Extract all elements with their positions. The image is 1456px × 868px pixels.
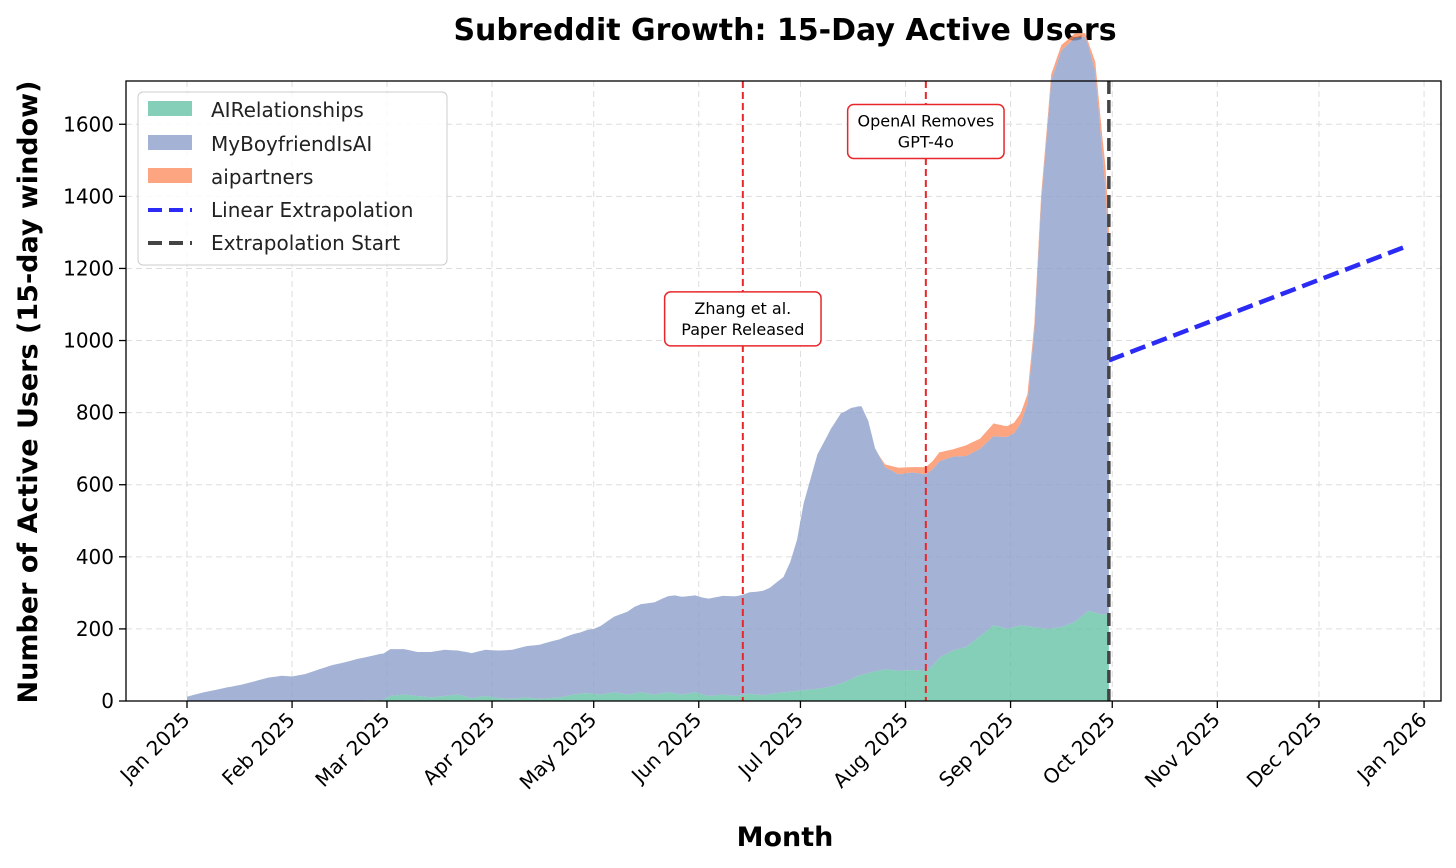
- event-annotation-2: OpenAI Removes GPT-4o: [846, 103, 1005, 160]
- legend-label-myboyfriendisai: MyBoyfriendIsAI: [211, 132, 372, 156]
- y-tick-label: 400: [76, 545, 114, 569]
- y-tick-label: 1000: [63, 329, 114, 353]
- area-airelationships: [187, 610, 1109, 701]
- event-lines: [741, 81, 927, 701]
- x-tick-label: Mar 2025: [310, 708, 394, 792]
- areas: [187, 33, 1109, 702]
- x-tick-label: Jan 2025: [114, 708, 195, 789]
- y-tick-label: 1400: [63, 184, 114, 208]
- linear-extrapolation-line: [1108, 243, 1408, 363]
- event-annotation-1: Zhang et al. Paper Released: [663, 291, 822, 347]
- legend-label-aipartners: aipartners: [211, 165, 313, 189]
- x-tick-label: Aug 2025: [828, 708, 913, 793]
- legend-swatch-airelationships: [148, 101, 192, 116]
- legend: AIRelationships MyBoyfriendIsAI aipartne…: [137, 91, 448, 266]
- x-tick-label: Jan 2026: [1351, 708, 1432, 789]
- x-tick-label: Apr 2025: [418, 708, 500, 790]
- x-axis-label: Month: [737, 822, 834, 853]
- y-tick-label: 1600: [63, 112, 114, 136]
- legend-label-extrapolation-start: Extrapolation Start: [211, 231, 400, 255]
- y-tick-label: 600: [76, 473, 114, 497]
- legend-label-linear-extrapolation: Linear Extrapolation: [211, 198, 413, 222]
- event-annotation-text: Zhang et al.: [694, 299, 791, 318]
- area-myboyfriendisai: [187, 36, 1109, 702]
- x-axis-ticks: Jan 2025 Feb 2025 Mar 2025 Apr 2025 May 2025…: [114, 701, 1432, 794]
- event-annotation-text: GPT-4o: [898, 132, 954, 151]
- event-annotation-box: [846, 103, 1005, 160]
- legend-label-airelationships: AIRelationships: [211, 98, 364, 122]
- legend-swatch-aipartners: [148, 168, 192, 183]
- x-tick-label: Nov 2025: [1140, 708, 1225, 793]
- plot-frame: [125, 80, 1442, 702]
- event-annotation-box: [663, 291, 822, 347]
- x-tick-label: Dec 2025: [1242, 708, 1327, 793]
- chart-title: Subreddit Growth: 15-Day Active Users: [453, 13, 1116, 48]
- x-tick-label: Feb 2025: [217, 708, 299, 790]
- y-tick-label: 800: [76, 401, 114, 425]
- legend-swatch-myboyfriendisai: [148, 135, 192, 150]
- y-tick-label: 1200: [63, 256, 114, 280]
- y-tick-label: 0: [101, 689, 114, 713]
- event-annotation-text: OpenAI Removes: [857, 111, 994, 130]
- y-axis-ticks: 0 200 400 600 800 1000 1200 1400 1600: [63, 112, 126, 713]
- x-tick-label: May 2025: [515, 708, 602, 795]
- x-tick-label: Jul 2025: [732, 708, 808, 784]
- x-tick-label: Jun 2025: [625, 708, 706, 789]
- event-annotations: Zhang et al. Paper Released OpenAI Removes…: [663, 103, 1005, 347]
- legend-box: [137, 91, 448, 266]
- extrapolation: [1107, 81, 1408, 701]
- y-tick-label: 200: [76, 617, 114, 641]
- event-annotation-text: Paper Released: [681, 320, 804, 339]
- x-tick-label: Oct 2025: [1038, 708, 1120, 790]
- y-axis-label: Number of Active Users (15-day window): [13, 81, 44, 704]
- x-tick-label: Sep 2025: [934, 708, 1018, 792]
